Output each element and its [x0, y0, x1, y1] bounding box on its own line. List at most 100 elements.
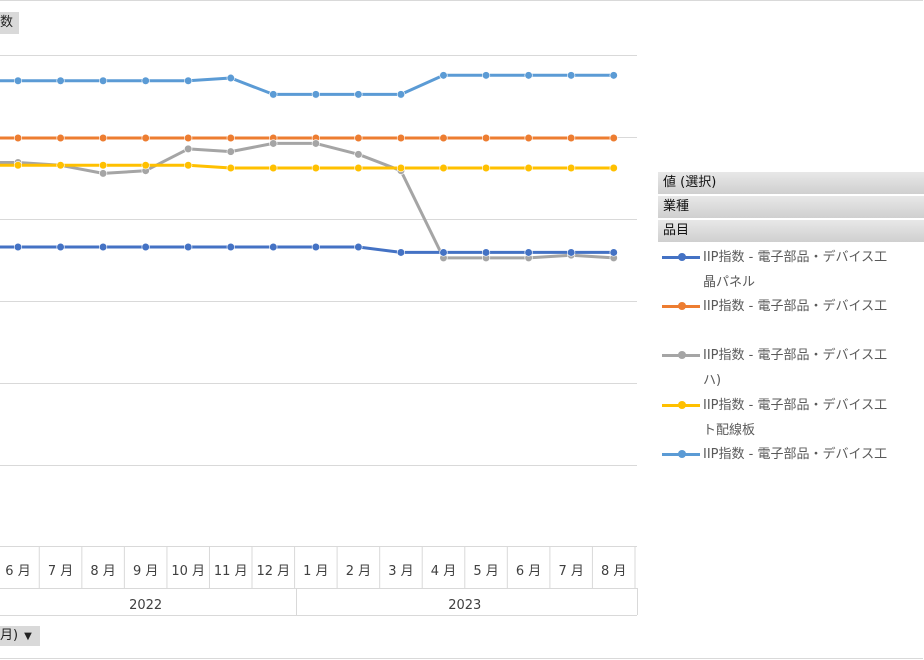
- data-point: [396, 90, 406, 99]
- legend-header-item-label: 品目: [663, 223, 690, 238]
- year-label: 2022: [129, 598, 162, 613]
- legend-item-3-label: IIP指数 - 電子部品・デバイス工: [703, 348, 888, 363]
- data-point: [439, 71, 448, 80]
- data-point: [226, 163, 235, 173]
- category-tick-label: 1 月: [303, 564, 328, 579]
- legend-item-1[interactable]: IIP指数 - 電子部品・デバイス工 晶パネル: [662, 245, 924, 295]
- data-point: [141, 76, 150, 85]
- series-line-4: [0, 163, 614, 170]
- legend-item-4-label: IIP指数 - 電子部品・デバイス工: [703, 398, 888, 413]
- legend-item-5[interactable]: IIP指数 - 電子部品・デバイス工: [662, 442, 924, 468]
- category-tick-label: 2 月: [346, 564, 371, 579]
- data-point: [141, 242, 150, 252]
- dropdown-arrow-icon: ▼: [24, 631, 32, 642]
- data-point: [354, 163, 363, 173]
- legend-swatch-5: [662, 450, 700, 458]
- legend-item-1-label-line2: 晶パネル: [703, 275, 756, 290]
- data-point: [311, 139, 320, 148]
- data-point: [269, 163, 278, 173]
- legend-swatch-2: [662, 302, 700, 310]
- data-point: [98, 169, 108, 178]
- legend-swatch-3: [662, 351, 700, 359]
- data-point: [311, 163, 320, 173]
- category-tick-label: 11 月: [214, 564, 248, 579]
- data-point: [311, 90, 320, 99]
- data-point: [56, 161, 65, 170]
- legend-item-3[interactable]: IIP指数 - 電子部品・デバイス工 ハ): [662, 343, 924, 393]
- series-line-1: [0, 73, 614, 96]
- data-point: [141, 133, 150, 143]
- data-point: [98, 242, 108, 252]
- data-point: [13, 242, 23, 252]
- data-point: [481, 133, 491, 143]
- data-point: [567, 248, 576, 257]
- legend-header-values-label: 値 (選択): [663, 175, 717, 190]
- data-point: [439, 248, 448, 257]
- legend-item-1-label: IIP指数 - 電子部品・デバイス工: [703, 250, 888, 265]
- data-point: [184, 76, 193, 85]
- data-point: [226, 242, 235, 252]
- data-point: [609, 163, 618, 173]
- data-point: [524, 248, 533, 257]
- data-point: [354, 133, 363, 143]
- category-tick-label: 8 月: [90, 564, 115, 579]
- data-point: [98, 133, 108, 143]
- legend-swatch-1: [662, 253, 700, 261]
- year-label: 2023: [448, 598, 481, 613]
- category-tick-label: 12 月: [256, 564, 290, 579]
- data-point: [396, 133, 406, 143]
- series-line-5: [0, 245, 614, 254]
- data-point: [184, 161, 193, 170]
- legend-item-2[interactable]: IIP指数 - 電子部品・デバイス工: [662, 294, 924, 344]
- data-point: [524, 71, 533, 80]
- legend-swatch-4: [662, 401, 700, 409]
- data-point: [609, 71, 618, 80]
- data-point: [13, 76, 23, 85]
- data-point: [396, 163, 406, 173]
- category-tick-label: 6 月: [516, 564, 541, 579]
- category-tick-label: 8 月: [601, 564, 626, 579]
- legend-header-industry-label: 業種: [663, 199, 690, 214]
- data-point: [354, 242, 363, 252]
- data-point: [609, 133, 618, 143]
- data-point: [354, 150, 363, 159]
- data-point: [439, 163, 448, 173]
- legend-item-5-label: IIP指数 - 電子部品・デバイス工: [703, 447, 888, 462]
- data-point: [354, 90, 363, 99]
- category-tick-label: 3 月: [388, 564, 413, 579]
- legend-header-values[interactable]: 値 (選択): [658, 172, 924, 194]
- value-field-button[interactable]: 数: [0, 12, 20, 34]
- category-tick-label: 7 月: [48, 564, 73, 579]
- data-point: [226, 133, 235, 143]
- data-point: [56, 242, 65, 252]
- category-tick-label: 9 月: [133, 564, 158, 579]
- legend-header-item[interactable]: 品目: [658, 220, 924, 242]
- data-point: [396, 248, 406, 257]
- axis-field-button[interactable]: 月) ▼: [0, 626, 40, 646]
- category-tick-label: 4 月: [431, 564, 456, 579]
- data-point: [524, 163, 533, 173]
- data-point: [311, 242, 320, 252]
- legend-item-2-label: IIP指数 - 電子部品・デバイス工: [703, 299, 888, 314]
- legend-item-3-label-line2: ハ): [703, 373, 722, 388]
- data-point: [98, 161, 108, 170]
- data-point: [269, 139, 278, 148]
- data-point: [609, 248, 618, 257]
- data-point: [184, 242, 193, 252]
- data-point: [481, 71, 491, 80]
- legend-item-4[interactable]: IIP指数 - 電子部品・デバイス工 ト配線板: [662, 393, 924, 443]
- data-point: [141, 161, 150, 170]
- legend-header-industry[interactable]: 業種: [658, 196, 924, 218]
- data-point: [226, 73, 235, 83]
- data-point: [481, 248, 491, 257]
- data-point: [184, 133, 193, 143]
- category-tick-label: 6 月: [5, 564, 30, 579]
- axis-field-label: 月): [0, 628, 19, 643]
- data-point: [56, 133, 65, 143]
- data-point: [98, 76, 108, 85]
- category-tick-label: 7 月: [558, 564, 583, 579]
- category-tick-label: 5 月: [473, 564, 498, 579]
- data-point: [184, 144, 193, 153]
- data-point: [269, 90, 278, 99]
